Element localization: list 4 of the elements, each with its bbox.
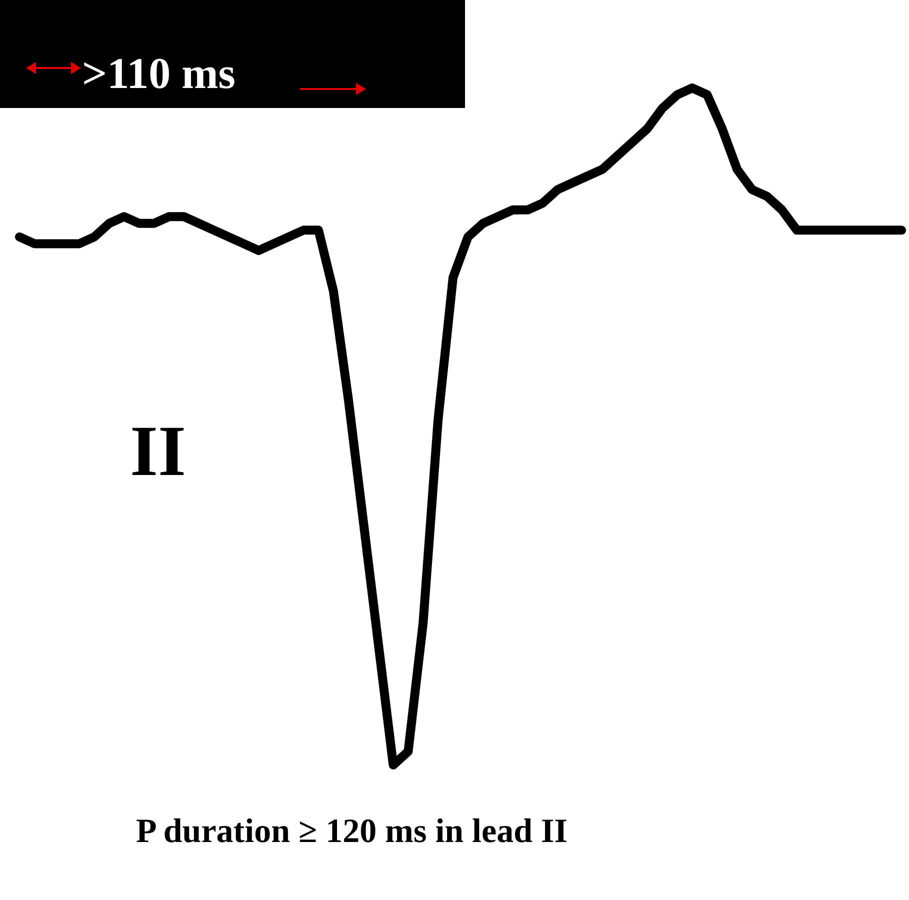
text: P duration ≥ 120 ms in lead II — [118, 805, 586, 859]
caption-box: >110 ms — [0, 0, 465, 108]
annotation: >110 ms — [82, 48, 236, 99]
annotation: II — [130, 410, 186, 493]
